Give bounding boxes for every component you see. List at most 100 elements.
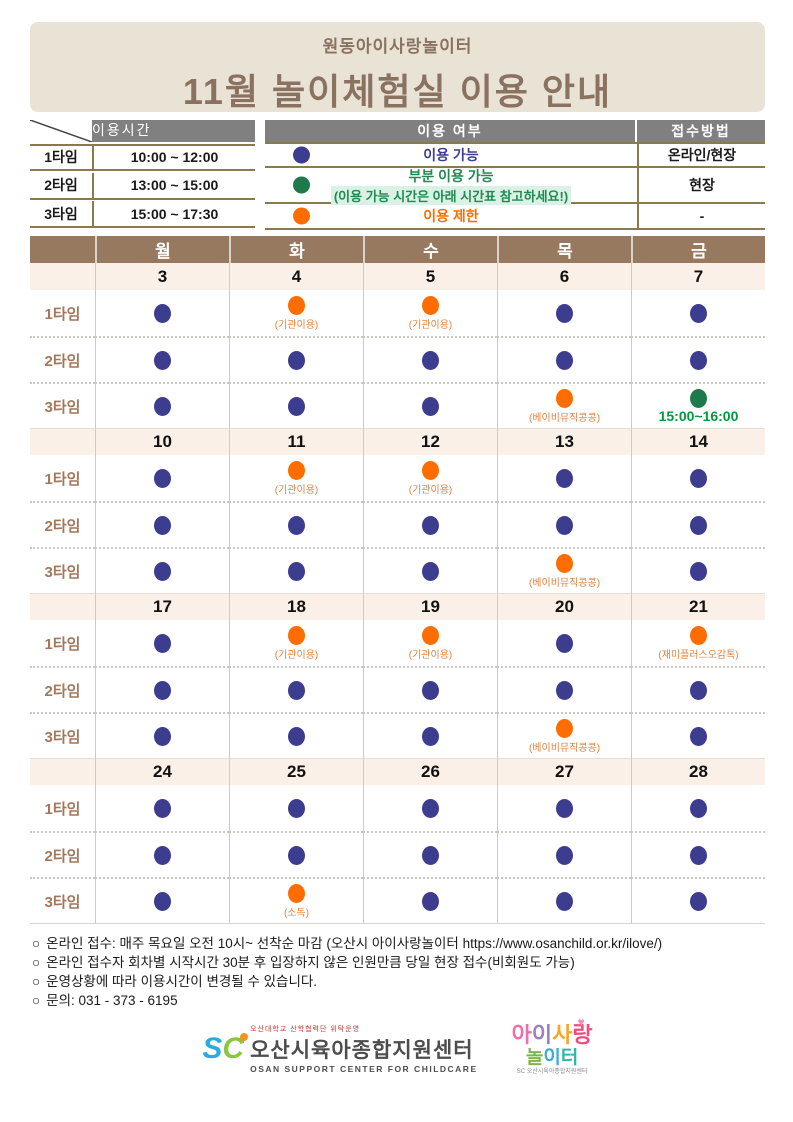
calendar-slot-cell: [363, 547, 497, 593]
calendar-slot-cell: [363, 831, 497, 877]
calendar-date-cell: 27: [497, 758, 631, 785]
orange-status-dot-icon: [690, 625, 707, 645]
blue-status-dot-icon: [556, 350, 573, 370]
calendar-slot-cell: [363, 877, 497, 923]
calendar-slot-cell: [631, 547, 765, 593]
calendar-slot-cell: [95, 831, 229, 877]
calendar-date-label-cell: [30, 263, 95, 290]
blue-status-dot-icon: [154, 561, 171, 581]
footnote-text: 온라인 접수자 회차별 시작시간 30분 후 입장하지 않은 인원만큼 당일 현…: [46, 955, 575, 970]
blue-status-dot-icon: [556, 303, 573, 323]
legend-section: 이용시간 1타임 10:00 ~ 12:00 2타임 13:00 ~ 15:00…: [30, 120, 765, 230]
calendar-slot-cell: [631, 666, 765, 712]
blue-status-dot-icon: [556, 798, 573, 818]
calendar-slot-cell: [229, 831, 363, 877]
calendar-slot-cell: [95, 620, 229, 666]
time-table-header: 이용시간: [92, 120, 255, 142]
calendar-slot-cell: [497, 877, 631, 923]
calendar-slot-cell: (기관이용): [363, 290, 497, 336]
legend-label: 이용 제한: [423, 208, 479, 224]
calendar-slot-cell: [95, 382, 229, 428]
footnote-line: ○ 운영상황에 따라 이용시간이 변경될 수 있습니다.: [32, 972, 765, 991]
blue-status-dot-icon: [154, 680, 171, 700]
calendar-slot-cell: [363, 712, 497, 758]
blue-status-dot-icon: [288, 680, 305, 700]
slot-annotation: (기관이용): [274, 649, 319, 661]
calendar-date-cell: 5: [363, 263, 497, 290]
slot-annotation: (재미플러스오감톡): [658, 649, 739, 661]
blue-status-dot-icon: [154, 303, 171, 323]
calendar-slot-cell: [631, 501, 765, 547]
calendar-date-cell: 3: [95, 263, 229, 290]
calendar-slot-cell: [497, 336, 631, 382]
blue-status-dot-icon: [288, 561, 305, 581]
calendar-slot-cell: [363, 501, 497, 547]
calendar-date-cell: 17: [95, 593, 229, 620]
osan-center-logo: SC 오산대학교 산학협력단 위탁운영 오산시육아종합지원센터 OSAN SUP…: [202, 1024, 477, 1074]
time-label: 2타임: [44, 352, 81, 370]
slot-annotation: (베이비뮤직콩콩): [528, 412, 601, 424]
blue-status-dot-icon: [154, 468, 171, 488]
blue-status-dot-icon: [422, 891, 439, 911]
blue-status-dot-icon: [556, 468, 573, 488]
calendar-date-cell: 12: [363, 428, 497, 455]
calendar-slot-cell: [229, 785, 363, 831]
legend-note: (이용 가능 시간은 아래 시간표 참고하세요!): [330, 185, 572, 205]
register-value: -: [637, 204, 765, 230]
time-row-label: 2타임: [30, 173, 92, 200]
calendar-date-cell: 7: [631, 263, 765, 290]
legend-label: 이용 가능: [423, 147, 479, 163]
blue-status-dot-icon: [690, 350, 707, 370]
slot-annotation: (소독): [283, 907, 310, 919]
orange-status-dot-icon: [288, 625, 305, 645]
calendar-day-header: 수: [363, 236, 497, 263]
calendar-slot-cell: [95, 455, 229, 501]
orange-dot-icon: [240, 1033, 249, 1041]
calendar-date-cell: 28: [631, 758, 765, 785]
blue-status-dot-icon: [154, 891, 171, 911]
orange-status-dot-icon: [556, 718, 573, 738]
circle-bullet-icon: ○: [32, 974, 41, 989]
register-value: 온라인/현장: [637, 142, 765, 168]
calendar-time-label: 3타임: [30, 547, 95, 593]
calendar-slot-cell: [363, 336, 497, 382]
calendar-slot-cell: (기관이용): [229, 455, 363, 501]
calendar-time-label: 2타임: [30, 666, 95, 712]
org-name: 원동아이사랑놀이터: [322, 37, 473, 56]
time-row-label: 1타임: [30, 143, 92, 171]
legend-row-available: 이용 가능: [265, 142, 637, 168]
blue-status-dot-icon: [556, 845, 573, 865]
calendar-slot-cell: [631, 712, 765, 758]
blue-status-dot-icon: [288, 845, 305, 865]
time-label: 1타임: [44, 635, 81, 653]
time-row-value: 15:00 ~ 17:30: [92, 201, 255, 229]
calendar-slot-cell: [229, 336, 363, 382]
logo-line2: 놀이터: [525, 1047, 579, 1068]
slot-annotation: 15:00~16:00: [658, 407, 739, 424]
time-row-label: 3타임: [30, 201, 92, 229]
blue-status-dot-icon: [288, 350, 305, 370]
time-label: 1타임: [44, 800, 81, 818]
calendar-slot-cell: 15:00~16:00: [631, 382, 765, 428]
available-dot-icon: [293, 146, 310, 164]
slot-annotation: (기관이용): [274, 319, 319, 331]
calendar-slot-cell: (기관이용): [229, 290, 363, 336]
blue-status-dot-icon: [422, 798, 439, 818]
blue-status-dot-icon: [690, 515, 707, 535]
orange-status-dot-icon: [288, 883, 305, 903]
calendar-header-corner: [30, 236, 95, 263]
calendar-slot-cell: [497, 785, 631, 831]
legend-label: 부분 이용 가능: [408, 167, 494, 184]
logo-tagline: 오산대학교 산학협력단 위탁운영: [250, 1026, 361, 1033]
calendar-slot-cell: [363, 785, 497, 831]
page-header: 원동아이사랑놀이터 11월 놀이체험실 이용 안내: [30, 22, 765, 112]
calendar-time-label: 1타임: [30, 455, 95, 501]
footnote-line: ○ 문의: 031 - 373 - 6195: [32, 991, 765, 1010]
orange-status-dot-icon: [288, 295, 305, 315]
blue-status-dot-icon: [288, 515, 305, 535]
calendar-slot-cell: [497, 831, 631, 877]
blue-status-dot-icon: [422, 845, 439, 865]
isarang-playground-logo: ♥ 아이사랑 놀이터 SC 오산시육아종합지원센터: [512, 1016, 593, 1075]
calendar-slot-cell: [497, 620, 631, 666]
calendar-slot-cell: [95, 785, 229, 831]
